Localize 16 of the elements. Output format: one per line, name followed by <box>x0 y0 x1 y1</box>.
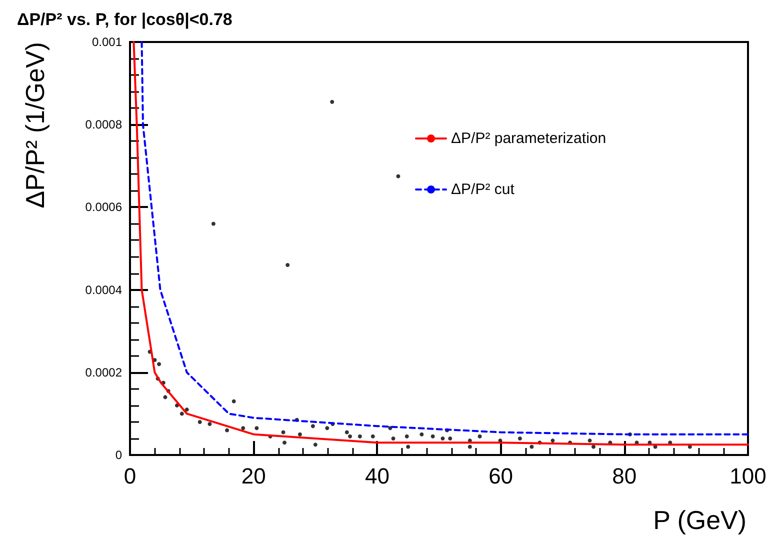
legend-label: ΔP/P² parameterization <box>451 130 606 147</box>
y-tick-label: 0.001 <box>92 35 122 49</box>
y-axis-title: ΔP/P² (1/GeV) <box>20 42 50 208</box>
legend-label: ΔP/P² cut <box>451 181 516 198</box>
x-tick-label: 100 <box>730 464 766 488</box>
y-tick-label: 0.0008 <box>85 118 122 132</box>
chart-title: ΔP/P² vs. P, for |cosθ|<0.78 <box>17 10 232 29</box>
x-tick-label: 60 <box>488 464 514 488</box>
y-tick-label: 0 <box>115 448 122 462</box>
x-axis-title: P (GeV) <box>653 505 747 535</box>
x-tick-label: 40 <box>364 464 390 488</box>
y-tick-label: 0.0004 <box>85 282 122 297</box>
x-tick-label: 20 <box>241 464 266 488</box>
x-tick-label: 80 <box>612 464 637 488</box>
y-tick-label: 0.0006 <box>85 200 122 214</box>
y-tick-label: 0.0002 <box>85 365 122 380</box>
